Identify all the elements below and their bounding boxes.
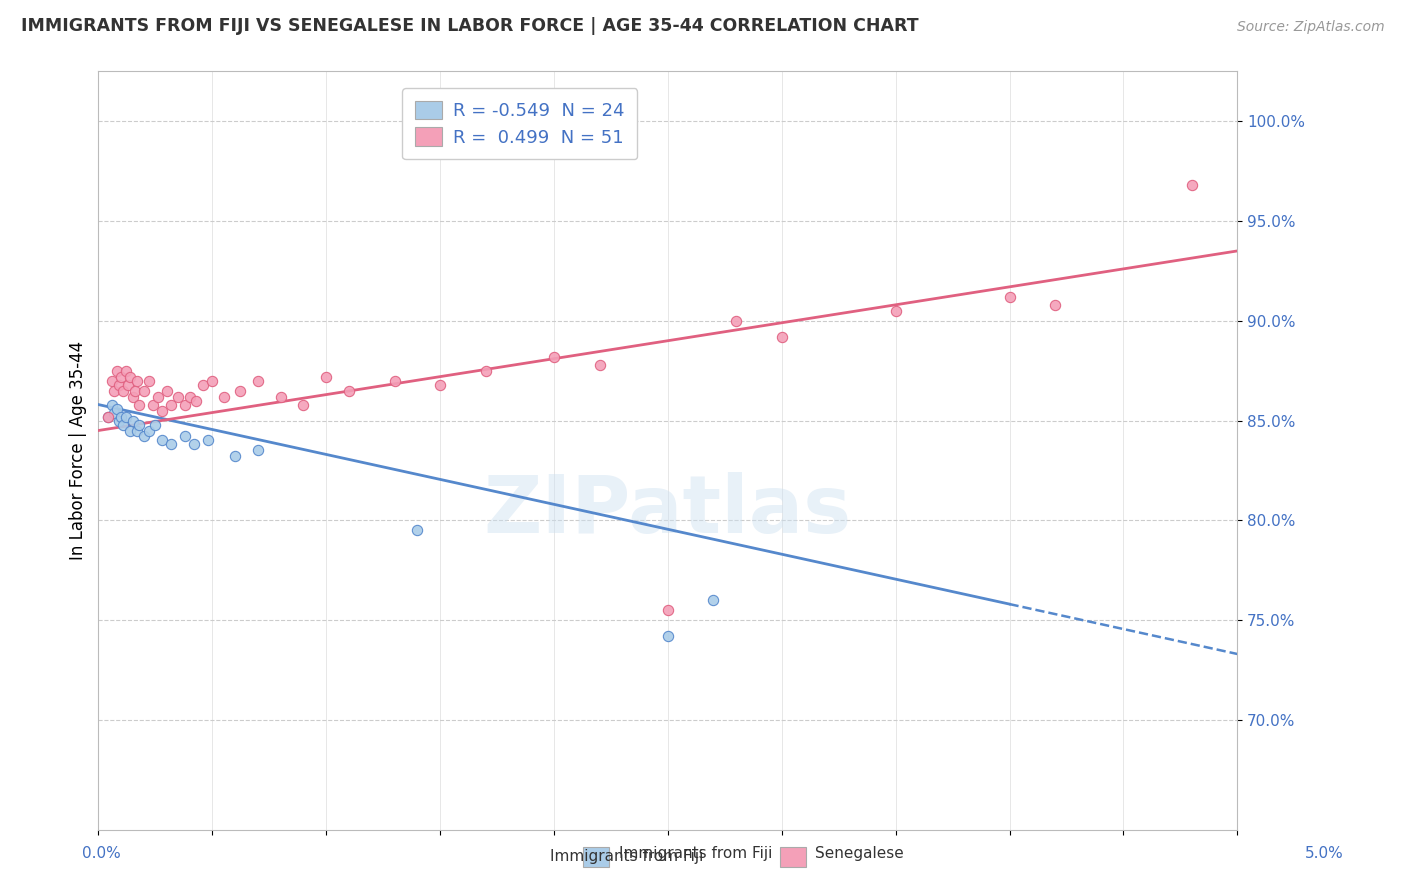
Text: Immigrants from Fiji: Immigrants from Fiji: [550, 849, 703, 863]
Point: [132, 384, 155, 398]
Point: [228, 384, 250, 398]
Point: [998, 290, 1021, 304]
Point: [121, 390, 143, 404]
Point: [315, 369, 337, 384]
Point: [101, 398, 124, 412]
Point: [150, 434, 173, 448]
FancyBboxPatch shape: [780, 847, 806, 867]
Point: [150, 403, 173, 417]
Point: [702, 593, 724, 607]
Point: [183, 437, 205, 451]
Point: [224, 450, 246, 464]
Point: [193, 377, 215, 392]
Y-axis label: In Labor Force | Age 35-44: In Labor Force | Age 35-44: [69, 341, 87, 560]
Text: 5.0%: 5.0%: [1305, 847, 1344, 861]
Text: Source: ZipAtlas.com: Source: ZipAtlas.com: [1237, 21, 1385, 34]
Point: [474, 364, 496, 378]
Point: [1043, 298, 1066, 312]
Point: [108, 377, 131, 392]
Point: [657, 603, 679, 617]
Point: [112, 417, 135, 432]
Point: [101, 374, 124, 388]
Point: [156, 384, 179, 398]
Point: [725, 314, 748, 328]
Point: [128, 417, 150, 432]
Point: [128, 398, 150, 412]
Point: [270, 390, 292, 404]
Point: [429, 377, 451, 392]
Point: [246, 374, 269, 388]
Point: [138, 374, 160, 388]
Point: [120, 424, 142, 438]
Point: [1181, 178, 1204, 192]
FancyBboxPatch shape: [583, 847, 609, 867]
Point: [160, 437, 183, 451]
Point: [197, 434, 219, 448]
Point: [337, 384, 360, 398]
Point: [114, 364, 136, 378]
Point: [121, 413, 143, 427]
Point: [142, 398, 165, 412]
Point: [588, 358, 610, 372]
Point: [884, 303, 907, 318]
Point: [174, 429, 197, 443]
Point: [108, 413, 131, 427]
Point: [127, 424, 149, 438]
Point: [770, 329, 793, 343]
Point: [114, 409, 136, 424]
Point: [96, 409, 118, 424]
Point: [105, 364, 128, 378]
Point: [110, 409, 132, 424]
Point: [201, 374, 224, 388]
Point: [179, 390, 201, 404]
Point: [120, 369, 142, 384]
Point: [146, 390, 169, 404]
Text: Immigrants from Fiji: Immigrants from Fiji: [619, 847, 772, 861]
Point: [292, 398, 315, 412]
Point: [384, 374, 406, 388]
Point: [127, 374, 149, 388]
Point: [124, 384, 146, 398]
Point: [96, 409, 118, 424]
Point: [246, 443, 269, 458]
Point: [103, 405, 125, 419]
Point: [110, 369, 132, 384]
Legend: R = -0.549  N = 24, R =  0.499  N = 51: R = -0.549 N = 24, R = 0.499 N = 51: [402, 88, 637, 159]
Text: 0.0%: 0.0%: [82, 847, 121, 861]
Point: [138, 424, 160, 438]
Point: [117, 377, 139, 392]
Point: [657, 629, 679, 643]
Point: [174, 398, 197, 412]
Point: [112, 384, 135, 398]
Point: [132, 429, 155, 443]
Point: [103, 384, 125, 398]
Point: [406, 523, 429, 537]
Point: [160, 398, 183, 412]
Text: Senegalese: Senegalese: [815, 847, 904, 861]
Point: [543, 350, 565, 364]
Point: [105, 401, 128, 416]
Text: IMMIGRANTS FROM FIJI VS SENEGALESE IN LABOR FORCE | AGE 35-44 CORRELATION CHART: IMMIGRANTS FROM FIJI VS SENEGALESE IN LA…: [21, 17, 918, 35]
Point: [212, 390, 235, 404]
Point: [186, 393, 208, 408]
Point: [167, 390, 190, 404]
Point: [145, 417, 167, 432]
Text: ZIPatlas: ZIPatlas: [484, 472, 852, 550]
